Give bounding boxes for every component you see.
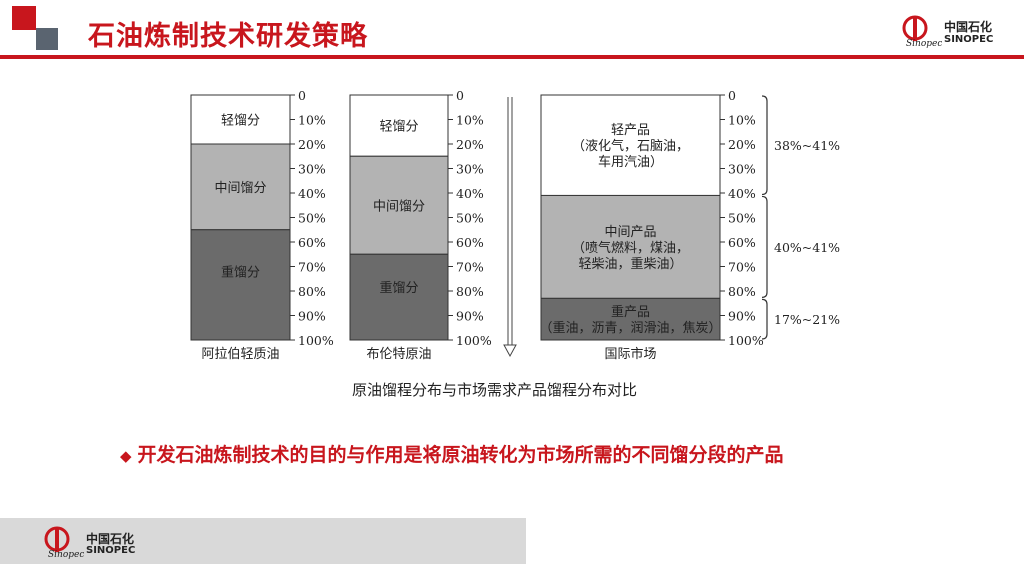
y-tick-label: 10% [298,113,326,128]
segment-label: （液化气，石脑油， [572,138,689,154]
y-tick-label: 70% [298,260,326,275]
segment-label: 重馏分 [221,265,260,281]
range-bracket [761,298,768,340]
column-label: 国际市场 [604,346,656,362]
y-tick-label: 20% [456,137,484,152]
range-bracket [761,95,768,196]
title-accent-gray-square [36,28,58,50]
y-tick-label: 80% [456,284,484,299]
y-tick-label: 90% [456,309,484,324]
y-tick-label: 40% [456,186,484,201]
bar-segment [349,253,449,341]
y-tick-label: 100% [298,333,334,348]
column-label: 布伦特原油 [366,347,431,362]
segment-label: （重油，沥青，润滑油，焦炭） [539,320,721,336]
segment-label: 轻馏分 [221,114,260,129]
y-tick-label: 80% [728,284,756,299]
y-tick-label: 30% [456,162,484,177]
y-tick-label: 90% [728,309,756,324]
y-tick-label: 40% [298,186,326,201]
y-tick-label: 10% [456,113,484,128]
y-tick-label: 30% [298,162,326,177]
logo-name-en: SINOPEC [86,545,136,556]
range-bracket [761,195,768,298]
bar-segment [540,94,721,196]
y-tick-label: 100% [456,333,492,348]
svg-text:Sinopec: Sinopec [906,39,942,48]
segment-label: 中间产品 [604,225,656,240]
page-title: 石油炼制技术研发策略 [88,21,368,52]
y-tick-label: 100% [728,333,764,348]
key-point: ◆ 开发石油炼制技术的目的与作用是将原油转化为市场所需的不同馏分段的产品 [120,440,784,467]
bar-segment [540,297,721,341]
y-tick-label: 0 [728,88,736,103]
footer-bar [0,518,526,564]
y-tick-label: 70% [456,260,484,275]
bar-segment [349,94,449,157]
y-tick-label: 60% [456,235,484,250]
sinopec-logo-header: Sinopec 中国石化 SINOPEC [902,14,1002,50]
bar-segment [540,194,721,299]
range-label: 17%~21% [774,312,840,327]
segment-label: 轻柴油，重柴油） [578,256,682,272]
y-tick-label: 50% [728,211,756,226]
bar-segment [190,229,291,341]
bar-segment [190,143,291,231]
sinopec-emblem-icon: Sinopec [44,526,84,559]
segment-label: 轻产品 [611,123,650,138]
y-tick-label: 40% [728,186,756,201]
chart-caption: 原油馏程分布与市场需求产品馏程分布对比 [352,381,638,399]
logo-name-en: SINOPEC [944,34,994,45]
svg-text:Sinopec: Sinopec [48,550,84,559]
y-tick-label: 60% [728,235,756,250]
segment-label: （喷气燃料，煤油， [572,240,689,256]
y-tick-label: 20% [298,137,326,152]
y-tick-label: 10% [728,113,756,128]
bar-segment [190,94,291,145]
y-tick-label: 30% [728,162,756,177]
title-underline [0,55,1024,59]
segment-label: 车用汽油） [598,154,663,170]
logo-name-cn: 中国石化 [86,532,135,546]
segment-label: 重馏分 [379,280,418,296]
y-tick-label: 80% [298,284,326,299]
segment-label: 轻馏分 [379,120,418,135]
y-tick-label: 70% [728,260,756,275]
column-label: 阿拉伯轻质油 [201,347,279,362]
segment-label: 中间馏分 [373,199,425,214]
y-tick-label: 50% [456,211,484,226]
y-tick-label: 0 [456,88,464,103]
logo-name-cn: 中国石化 [944,20,993,34]
y-tick-label: 20% [728,137,756,152]
title-accent-red-square [12,6,36,30]
y-tick-label: 0 [298,88,306,103]
range-label: 38%~41% [774,138,840,153]
y-tick-label: 50% [298,211,326,226]
flow-arrow-head-icon [503,344,517,358]
y-tick-label: 60% [298,235,326,250]
key-point-text: 开发石油炼制技术的目的与作用是将原油转化为市场所需的不同馏分段的产品 [137,444,784,466]
diamond-bullet-icon: ◆ [120,447,132,465]
range-label: 40%~41% [774,240,840,255]
sinopec-emblem-icon: Sinopec [902,15,942,48]
segment-label: 中间馏分 [214,181,266,196]
y-tick-label: 90% [298,309,326,324]
sinopec-logo-footer: Sinopec 中国石化 SINOPEC [44,525,144,561]
segment-label: 重产品 [611,304,650,320]
bar-segment [349,155,449,255]
